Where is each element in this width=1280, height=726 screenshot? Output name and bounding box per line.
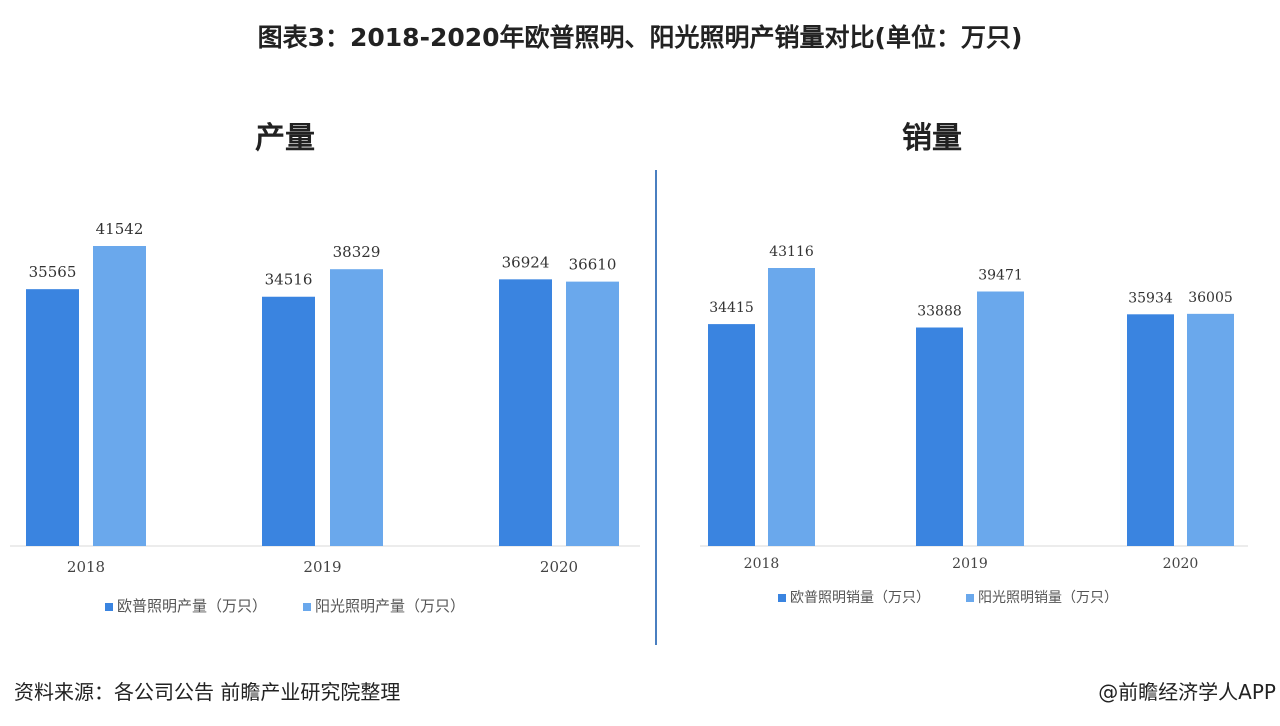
source-note: 资料来源：各公司公告 前瞻产业研究院整理 xyxy=(14,680,401,704)
divider xyxy=(655,170,657,645)
x-tick-label: 2018 xyxy=(744,556,780,572)
data-label: 33888 xyxy=(917,303,962,319)
chart-title-production: 产量 xyxy=(255,121,315,156)
bar-opple-2019 xyxy=(262,296,315,546)
data-label: 36610 xyxy=(569,256,617,274)
bar-yankon-2018 xyxy=(93,246,146,546)
data-label: 39471 xyxy=(978,268,1023,284)
legend-item-yankon-production: 阳光照明产量（万只） xyxy=(303,595,465,616)
data-label: 36924 xyxy=(502,253,550,271)
bar-opple-2018 xyxy=(26,289,79,546)
legend-item-yankon-sales: 阳光照明销量（万只） xyxy=(966,587,1118,607)
legend-production: 欧普照明产量（万只） 阳光照明产量（万只） xyxy=(105,595,465,616)
bar-yankon-2020 xyxy=(566,281,619,546)
chart-title-sales: 销量 xyxy=(902,121,962,156)
legend-swatch xyxy=(778,594,786,602)
figure-title: 图表3：2018-2020年欧普照明、阳光照明产销量对比(单位：万只) xyxy=(257,23,1023,52)
x-tick-label: 2019 xyxy=(303,558,341,576)
bar-yankon-2018 xyxy=(768,268,815,546)
legend-swatch xyxy=(105,602,113,611)
legend-sales: 欧普照明销量（万只） 阳光照明销量（万只） xyxy=(778,587,1118,607)
legend-label: 欧普照明销量（万只） xyxy=(790,590,930,606)
bar-opple-2020 xyxy=(499,279,552,546)
data-label: 43116 xyxy=(769,244,814,260)
credit: @前瞻经济学人APP xyxy=(1098,680,1276,704)
legend-item-opple-production: 欧普照明产量（万只） xyxy=(105,595,267,616)
x-tick-label: 2018 xyxy=(67,558,105,576)
bar-opple-2020 xyxy=(1127,314,1174,546)
bar-yankon-2019 xyxy=(977,291,1024,546)
bar-opple-2019 xyxy=(916,327,963,546)
data-label: 41542 xyxy=(96,220,144,238)
data-label: 35565 xyxy=(29,263,77,281)
bar-yankon-2019 xyxy=(330,269,383,546)
legend-item-opple-sales: 欧普照明销量（万只） xyxy=(778,587,930,607)
legend-swatch xyxy=(303,602,312,611)
data-label: 38329 xyxy=(333,243,381,261)
x-tick-label: 2020 xyxy=(540,558,578,576)
bar-opple-2018 xyxy=(708,324,755,546)
bar-yankon-2020 xyxy=(1187,313,1234,546)
legend-swatch xyxy=(966,594,974,602)
data-label: 34516 xyxy=(265,271,313,289)
x-tick-label: 2020 xyxy=(1163,556,1199,572)
data-label: 35934 xyxy=(1128,290,1173,306)
legend-label: 阳光照明销量（万只） xyxy=(978,590,1118,606)
legend-label: 欧普照明产量（万只） xyxy=(117,597,268,615)
data-label: 36005 xyxy=(1188,290,1233,306)
data-label: 34415 xyxy=(709,300,754,316)
legend-label: 阳光照明产量（万只） xyxy=(315,597,466,615)
x-tick-label: 2019 xyxy=(952,556,988,572)
